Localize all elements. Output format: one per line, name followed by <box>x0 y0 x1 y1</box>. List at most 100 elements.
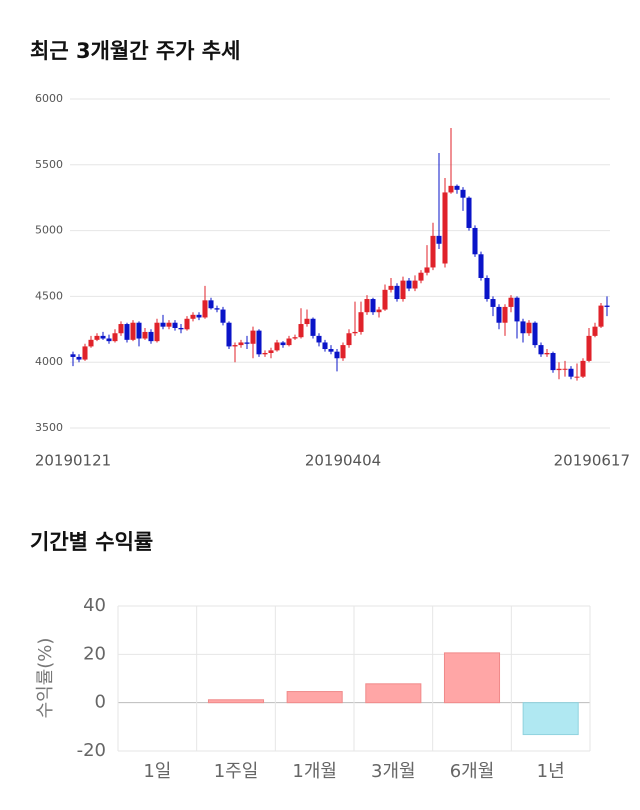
candle-body <box>202 300 208 318</box>
candle-body <box>268 350 274 353</box>
candle-body <box>142 331 148 339</box>
y-tick-label: 40 <box>83 595 106 616</box>
candle-body <box>184 318 190 330</box>
y-tick-label: 5500 <box>35 158 63 171</box>
candle-body <box>562 368 568 370</box>
candle-body <box>430 235 436 268</box>
candle-body <box>94 335 100 340</box>
candle-body <box>88 339 94 347</box>
candle-body <box>352 331 358 334</box>
candle-body <box>340 345 346 359</box>
candle-body <box>502 306 508 323</box>
candle-body <box>274 342 280 351</box>
candle-body <box>328 349 334 352</box>
candle-body <box>442 192 448 264</box>
candle-body <box>298 324 304 338</box>
candle-body <box>148 331 154 342</box>
x-tick-label: 1개월 <box>292 761 337 782</box>
candle-body <box>244 342 250 344</box>
candle-body <box>136 322 142 339</box>
candle-body <box>580 360 586 377</box>
candle-body <box>190 314 196 319</box>
candle-body <box>178 327 184 330</box>
candle-body <box>130 322 136 340</box>
candle-body <box>448 185 454 193</box>
candle-body <box>586 335 592 361</box>
candle-body <box>208 300 214 309</box>
candle-body <box>238 342 244 346</box>
candle-body <box>370 299 376 313</box>
y-tick-label: 3500 <box>35 421 63 434</box>
candle-body <box>532 322 538 346</box>
candle-body <box>388 285 394 290</box>
candle-body <box>256 330 262 355</box>
candle-body <box>418 272 424 281</box>
bar <box>207 699 265 704</box>
bar <box>365 683 422 704</box>
candle-body <box>70 354 76 357</box>
candle-body <box>310 318 316 336</box>
candle-body <box>598 305 604 327</box>
candle-body <box>460 189 466 198</box>
candle-body <box>172 322 178 328</box>
candle-body <box>604 305 610 307</box>
x-tick-label: 20190121 <box>35 452 111 470</box>
x-tick-label: 1주일 <box>214 761 259 782</box>
bar <box>443 652 501 704</box>
candle-body <box>496 306 502 323</box>
candle-body <box>316 335 322 343</box>
x-tick-label: 1년 <box>537 761 565 782</box>
candle-body <box>436 235 442 244</box>
candle-body <box>334 351 340 359</box>
chart-title: 최근 3개월간 주가 추세 <box>30 39 240 63</box>
x-tick-label: 6개월 <box>450 761 495 782</box>
candle-body <box>424 267 430 273</box>
y-axis-label: 수익률(%) <box>35 638 56 719</box>
candle-body <box>538 345 544 355</box>
chart-title: 기간별 수익률 <box>30 530 153 554</box>
bar <box>522 702 579 736</box>
candle-body <box>280 342 286 346</box>
candle-body <box>106 338 112 342</box>
candle-body <box>82 346 88 360</box>
candle-body <box>76 356 82 360</box>
candle-body <box>196 314 202 318</box>
x-tick-label: 3개월 <box>371 761 416 782</box>
candle-body <box>364 299 370 313</box>
candle-body <box>484 277 490 300</box>
candle-body <box>124 324 130 340</box>
candle-body <box>394 285 400 300</box>
candle-body <box>250 330 256 344</box>
candle-body <box>550 352 556 371</box>
candle-body <box>166 322 172 327</box>
candle-body <box>544 352 550 355</box>
candle-body <box>226 322 232 347</box>
candle-body <box>232 345 238 347</box>
candle-body <box>322 342 328 350</box>
candle-body <box>118 324 124 334</box>
candle-body <box>412 280 418 289</box>
candle-body <box>220 309 226 323</box>
candle-body <box>286 338 292 346</box>
y-tick-label: 4500 <box>35 289 63 302</box>
candle-body <box>508 297 514 307</box>
y-tick-label: 4000 <box>35 355 63 368</box>
candle-body <box>526 322 532 334</box>
candle-body <box>400 280 406 300</box>
x-tick-label: 1일 <box>143 761 171 782</box>
candle-body <box>160 322 166 327</box>
candle-body <box>154 322 160 342</box>
candle-body <box>466 197 472 228</box>
candle-body <box>376 309 382 313</box>
candle-body <box>556 368 562 371</box>
candle-body <box>490 299 496 307</box>
y-tick-label: -20 <box>77 740 106 761</box>
candle-body <box>382 289 388 310</box>
candle-body <box>574 376 580 378</box>
candle-body <box>514 297 520 322</box>
candle-body <box>454 185 460 190</box>
candle-body <box>406 280 412 289</box>
y-tick-label: 0 <box>95 692 106 713</box>
candle-body <box>214 308 220 310</box>
